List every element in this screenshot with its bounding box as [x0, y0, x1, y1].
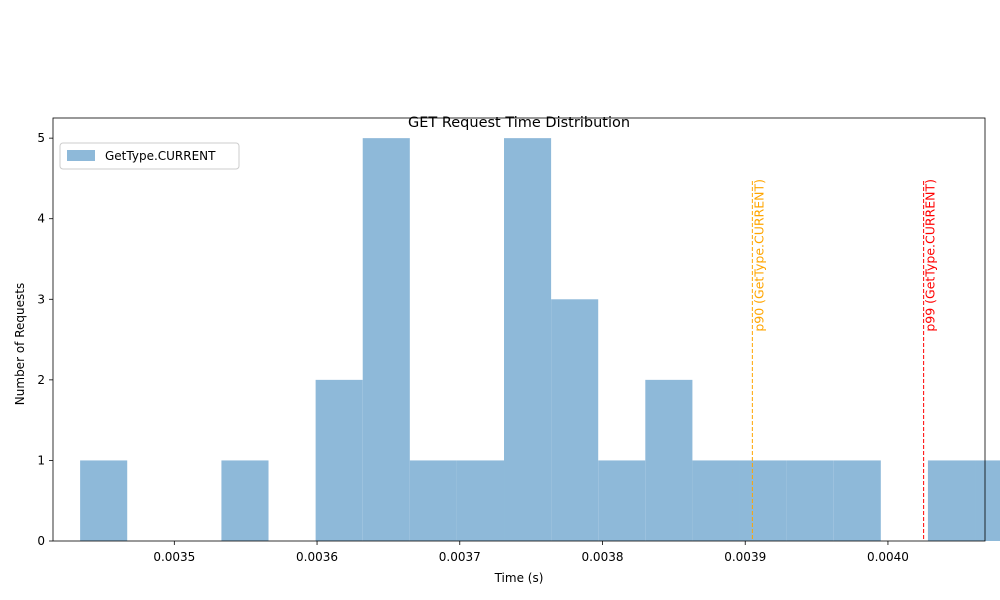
histogram-bar-11 — [598, 460, 646, 541]
histogram-bar-3 — [221, 460, 269, 541]
y-tick-label: 1 — [37, 453, 45, 467]
x-axis-label: Time (s) — [494, 571, 544, 585]
legend-label: GetType.CURRENT — [105, 149, 216, 163]
histogram-bars — [80, 138, 1000, 541]
plot-area-frame — [52, 117, 986, 542]
legend-swatch — [67, 150, 95, 161]
histogram-bar-10 — [551, 299, 599, 541]
histogram-bar-6 — [362, 138, 410, 541]
x-tick-label: 0.0039 — [724, 550, 766, 564]
histogram-bar-7 — [409, 460, 457, 541]
histogram-bar-16 — [833, 460, 881, 541]
x-tick-label: 0.0040 — [867, 550, 909, 564]
y-axis-ticks: 0 1 2 3 4 5 — [37, 131, 53, 548]
histogram-bar-9 — [504, 138, 552, 541]
histogram-bar-5 — [315, 379, 363, 541]
x-tick-label: 0.0038 — [581, 550, 623, 564]
x-tick-label: 0.0037 — [439, 550, 481, 564]
percentile-label-1: p99 (GetType.CURRENT) — [923, 179, 938, 332]
histogram-bar-18 — [927, 460, 976, 541]
histogram-bar-13 — [692, 460, 740, 541]
x-tick-label: 0.0035 — [153, 550, 195, 564]
x-axis-ticks: 0.0035 0.0036 0.0037 0.0038 0.0039 0.0040 — [153, 541, 909, 564]
y-axis-label: Number of Requests — [13, 283, 27, 405]
percentile-lines: p90 (GetType.CURRENT) p99 (GetType.CURREN… — [751, 179, 938, 541]
y-tick-label: 0 — [37, 534, 45, 548]
histogram-bar-15 — [786, 460, 834, 541]
histogram-bar-0 — [80, 460, 128, 541]
histogram-bar-14 — [739, 460, 787, 541]
y-tick-label: 3 — [37, 292, 45, 306]
histogram-bar-8 — [456, 460, 505, 541]
y-tick-label: 5 — [37, 131, 45, 145]
legend: GetType.CURRENT — [59, 142, 240, 170]
x-tick-label: 0.0036 — [296, 550, 338, 564]
histogram-bar-19 — [975, 460, 1000, 541]
histogram-bar-12 — [645, 379, 693, 541]
percentile-label-0: p90 (GetType.CURRENT) — [751, 179, 766, 332]
y-tick-label: 2 — [37, 373, 45, 387]
legend-frame — [59, 142, 240, 170]
chart-title: GET Request Time Distribution — [408, 115, 630, 131]
y-tick-label: 4 — [37, 212, 45, 226]
